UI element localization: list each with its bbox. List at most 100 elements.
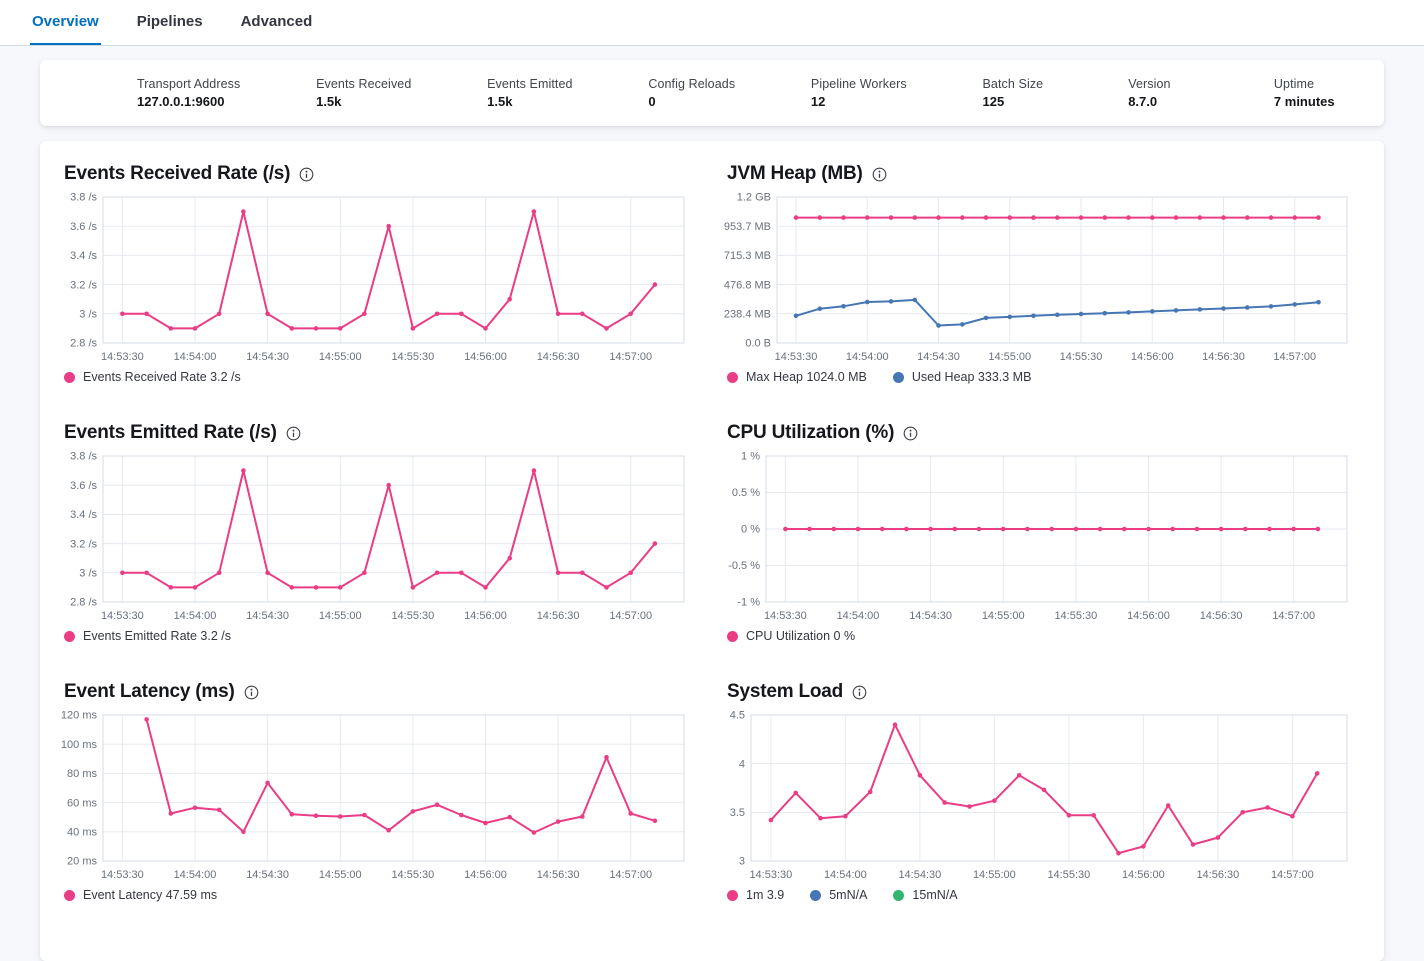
tab-advanced[interactable]: Advanced [240, 13, 313, 30]
data-point [912, 215, 918, 220]
data-point [1102, 310, 1108, 316]
data-point [1150, 309, 1155, 314]
data-point [983, 215, 989, 220]
data-point [628, 570, 633, 576]
data-point [337, 585, 343, 590]
info-icon[interactable] [244, 685, 259, 700]
data-point [1245, 305, 1250, 310]
chart-plot-area[interactable]: 2.8 /s 3 /s 3.2 /s 3.4 /s 3.6 /s 3.8 /s 14:53:… [64, 191, 686, 365]
legend-item[interactable]: Event Latency 47.59 ms [64, 888, 217, 902]
tab-overview[interactable]: Overview [30, 13, 101, 45]
data-point [1055, 215, 1060, 220]
charts-panel: Events Received Rate (/s) 2.8 /s 3 /s 3.2 /… [40, 141, 1384, 961]
legend-item[interactable]: 5mN/A [810, 888, 867, 902]
data-point [960, 322, 965, 327]
tick-label: 14:55:30 [391, 610, 434, 622]
data-point [952, 526, 958, 532]
chart-plot-area[interactable]: 20 ms 40 ms 60 ms 80 ms 100 ms 120 ms 14:53:30… [61, 709, 686, 883]
chart-plot-area[interactable]: -1 % -0.5 % 0 % 0.5 % 1 % 14:53:30 14:54:00 14:… [727, 450, 1349, 624]
data-point [1243, 526, 1248, 532]
legend-item[interactable]: Max Heap 1024.0 MB [727, 370, 867, 384]
stat-value: 7 minutes [1273, 94, 1335, 109]
tick-label: 14:56:00 [1122, 869, 1165, 881]
data-point [192, 805, 198, 810]
info-icon[interactable] [903, 426, 918, 441]
data-point [604, 585, 609, 590]
legend-item[interactable]: Events Received Rate 3.2 /s [64, 370, 241, 384]
tick-label: 14:54:30 [246, 610, 289, 622]
legend-label: Events Received Rate 3.2 /s [83, 370, 241, 384]
chart-system-load: System Load 3 3.5 4 4.5 14:53:30 14:54:00 14:54… [727, 677, 1360, 902]
tick-label: 14:55:30 [391, 351, 434, 363]
data-point [936, 323, 941, 328]
stat-label: Batch Size [982, 77, 1044, 91]
data-point [1078, 215, 1084, 220]
legend-label: 5mN/A [829, 888, 868, 902]
legend-item[interactable]: Used Heap 333.3 MB [892, 370, 1031, 384]
chart-event-latency: Event Latency (ms) 20 ms 40 ms 60 ms 80 ms 10… [61, 677, 697, 902]
data-point [865, 299, 870, 305]
legend-item[interactable]: CPU Utilization 0 % [727, 629, 855, 643]
chart-plot-area[interactable]: 2.8 /s 3 /s 3.2 /s 3.4 /s 3.6 /s 3.8 /s 14:53:… [64, 450, 686, 624]
data-point [879, 526, 885, 532]
data-point [793, 215, 799, 220]
legend-dot-icon [727, 889, 738, 901]
data-point [888, 299, 894, 304]
data-point [241, 209, 246, 214]
data-point [1292, 302, 1298, 307]
charts-grid: Events Received Rate (/s) 2.8 /s 3 /s 3.2 /… [61, 159, 1360, 902]
chart-events-received-rate: Events Received Rate (/s) 2.8 /s 3 /s 3.2 /… [64, 159, 697, 384]
info-icon[interactable] [872, 167, 887, 182]
data-point [892, 722, 898, 727]
data-point [483, 326, 488, 331]
tick-label: 14:53:30 [101, 610, 144, 622]
stat-label: Events Received [316, 77, 412, 91]
data-point [580, 311, 585, 317]
chart-plot-area[interactable]: 0.0 B 238.4 MB 476.8 MB 715.3 MB 953.7 MB 1.2… [724, 191, 1349, 365]
data-point [912, 297, 918, 303]
legend-label: Event Latency 47.59 ms [83, 888, 218, 902]
tick-label: 3 [739, 856, 745, 868]
tick-label: -0.5 % [728, 560, 760, 572]
chart-plot-area[interactable]: 3 3.5 4 4.5 14:53:30 14:54:00 14:54:30 14:55:00… [727, 709, 1349, 883]
info-icon[interactable] [299, 167, 314, 182]
legend-item[interactable]: Events Emitted Rate 3.2 /s [64, 629, 231, 643]
stat-label: Events Emitted [487, 77, 573, 91]
data-point [120, 570, 125, 576]
data-point [168, 585, 174, 590]
stat-label: Version [1128, 77, 1171, 91]
data-point [313, 585, 319, 590]
tick-label: 476.8 MB [724, 279, 771, 291]
tick-label: 3 /s [79, 309, 97, 321]
legend-dot-icon [810, 889, 822, 901]
legend-dot-icon [64, 889, 75, 901]
data-point [459, 570, 464, 576]
data-point [1007, 215, 1013, 220]
stat-label: Config Reloads [648, 77, 736, 91]
tab-pipelines[interactable]: Pipelines [136, 13, 203, 30]
tick-label: 715.3 MB [724, 250, 771, 262]
data-point [936, 215, 941, 220]
data-point [1267, 526, 1272, 532]
tick-label: 3.6 /s [70, 221, 97, 233]
info-icon[interactable] [286, 426, 301, 441]
data-point [1173, 308, 1179, 313]
data-point [817, 215, 823, 220]
tick-label: 14:57:00 [609, 869, 652, 881]
legend-item[interactable]: 1m 3.9 [727, 888, 784, 902]
data-point [807, 526, 812, 532]
data-point [888, 215, 894, 220]
tick-label: 14:55:00 [988, 351, 1031, 363]
data-point [817, 306, 823, 311]
legend-item[interactable]: 15mN/A [893, 888, 958, 902]
info-icon[interactable] [852, 685, 867, 700]
tab-bar: Overview Pipelines Advanced [0, 0, 1424, 46]
tick-label: 3.8 /s [70, 192, 97, 204]
chart-legend: Events Received Rate 3.2 /s [64, 370, 697, 384]
data-point [1073, 526, 1079, 532]
data-point [337, 326, 343, 331]
tick-label: 0.5 % [732, 487, 760, 499]
data-point [1265, 805, 1270, 810]
chart-title-row: System Load [727, 681, 1360, 703]
data-point [265, 780, 270, 786]
